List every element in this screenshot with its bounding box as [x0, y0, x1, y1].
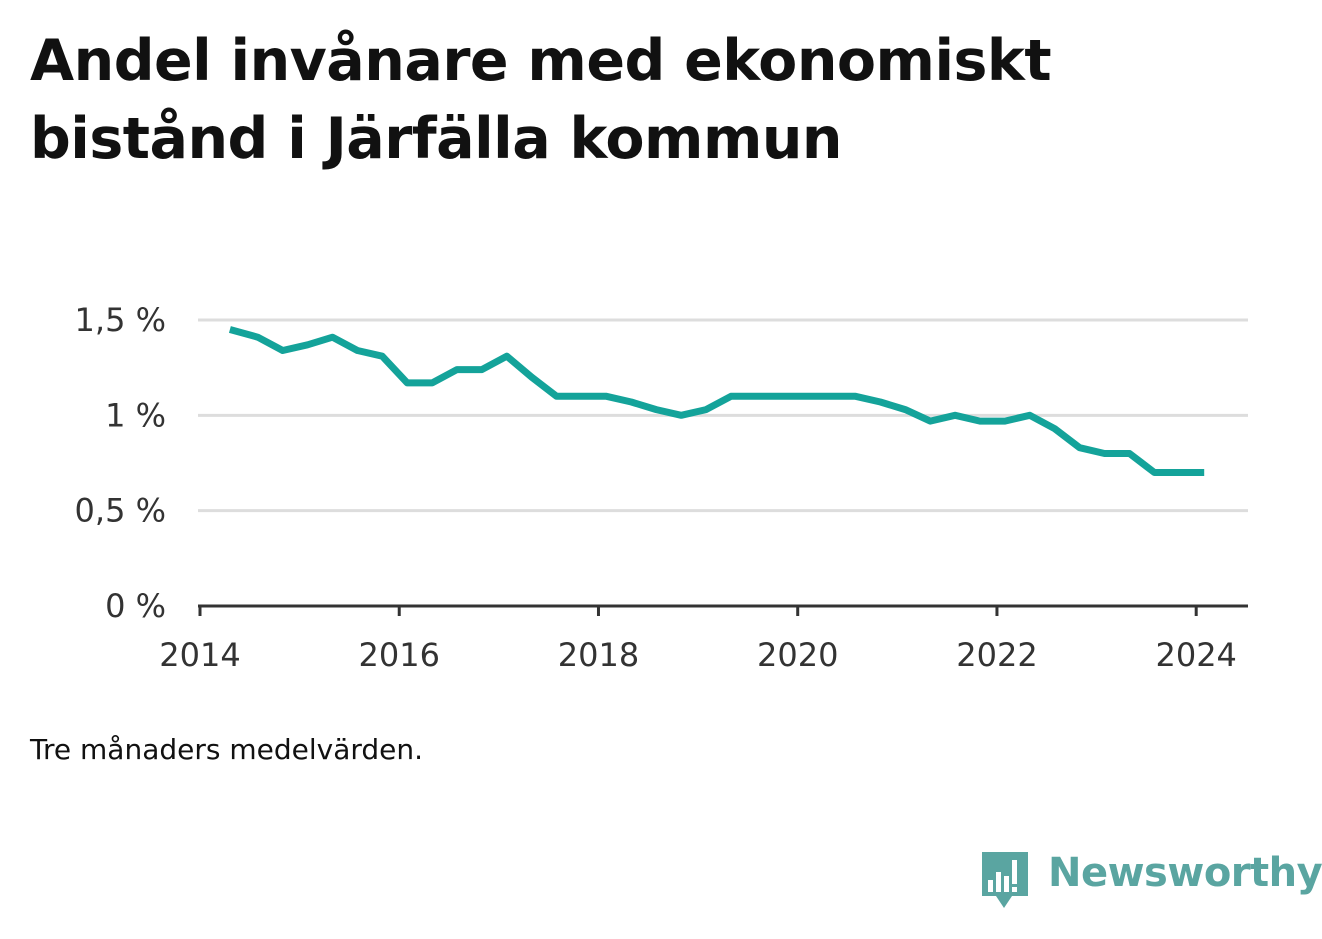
data-point: [579, 393, 585, 399]
x-tick-label: 2014: [159, 636, 240, 674]
x-axis-labels: 2014 2016 2018 2020 2022 2024: [159, 636, 1237, 674]
data-point: [753, 393, 759, 399]
data-point: [554, 393, 560, 399]
data-point: [952, 412, 958, 418]
data-point: [902, 407, 908, 413]
data-point: [255, 334, 261, 340]
series-layer: [227, 326, 1207, 476]
data-point: [1176, 470, 1182, 476]
series-line: [228, 326, 1205, 476]
data-point: [803, 393, 809, 399]
data-point: [977, 418, 983, 424]
data-point: [628, 399, 634, 405]
grid-lines: [198, 318, 1248, 513]
brand-logo[interactable]: Newsworthy: [980, 848, 1322, 912]
data-point: [1102, 451, 1108, 457]
chart-title: Andel invånare med ekonomiskt bistånd i …: [30, 28, 1052, 172]
x-axis: [198, 604, 1248, 616]
y-tick-label: 1 %: [105, 396, 166, 434]
data-point: [778, 393, 784, 399]
chart-note: Tre månaders medelvärden.: [30, 733, 424, 766]
data-point: [354, 348, 360, 354]
data-point: [1201, 470, 1207, 476]
x-tick-label: 2024: [1155, 636, 1236, 674]
data-point: [653, 407, 659, 413]
y-tick-label: 0 %: [105, 587, 166, 625]
data-point: [603, 393, 609, 399]
x-tick-label: 2022: [956, 636, 1037, 674]
data-point: [828, 393, 834, 399]
data-point: [678, 412, 684, 418]
data-point: [703, 407, 709, 413]
x-tick-label: 2016: [359, 636, 440, 674]
data-point: [1077, 445, 1083, 451]
data-point: [429, 380, 435, 386]
data-point: [877, 399, 883, 405]
data-point: [1151, 470, 1157, 476]
data-point: [227, 327, 233, 333]
y-axis-labels: 0 % 0,5 % 1 % 1,5 %: [75, 301, 166, 625]
data-point: [1052, 426, 1058, 432]
data-point: [404, 380, 410, 386]
data-point: [529, 374, 535, 380]
data-point: [330, 334, 336, 340]
data-point: [853, 393, 859, 399]
brand-name: Newsworthy: [1048, 850, 1322, 896]
data-point: [1027, 412, 1033, 418]
data-point: [454, 367, 460, 373]
data-point: [479, 367, 485, 373]
data-point: [504, 353, 510, 359]
data-point: [1127, 451, 1133, 457]
data-point: [379, 353, 385, 359]
data-point: [1002, 418, 1008, 424]
data-point: [728, 393, 734, 399]
y-tick-label: 0,5 %: [75, 492, 166, 530]
x-tick-label: 2020: [757, 636, 838, 674]
data-point: [280, 348, 286, 354]
data-point: [305, 342, 311, 348]
data-point: [927, 418, 933, 424]
x-tick-label: 2018: [558, 636, 639, 674]
y-tick-label: 1,5 %: [75, 301, 166, 339]
newsworthy-logo-icon: [982, 852, 1028, 908]
